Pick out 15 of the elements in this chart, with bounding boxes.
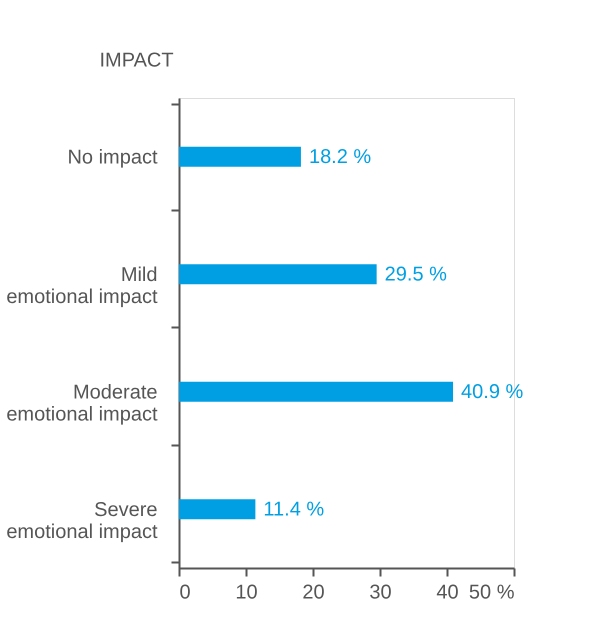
x-tick-label: 40 <box>436 582 459 604</box>
data-label: 40.9 % <box>461 380 524 403</box>
data-label: 29.5 % <box>384 263 448 286</box>
y-tick-label: No impact <box>67 146 158 168</box>
y-axis-title: IMPACT <box>100 50 174 72</box>
data-label: 11.4 % <box>263 498 324 520</box>
x-tick-label: 50 % <box>468 582 515 604</box>
x-tick-label: 0 <box>180 582 191 604</box>
y-tick-label: Severe emotional impact <box>6 498 158 543</box>
data-label: 18.2 % <box>308 146 372 168</box>
x-tick-label: 10 <box>235 582 258 604</box>
x-tick-label: 30 <box>369 582 392 604</box>
y-tick-label: Mild emotional impact <box>6 264 158 308</box>
y-tick-label: Moderate emotional impact <box>6 381 158 426</box>
x-tick-label: 20 <box>302 582 325 604</box>
